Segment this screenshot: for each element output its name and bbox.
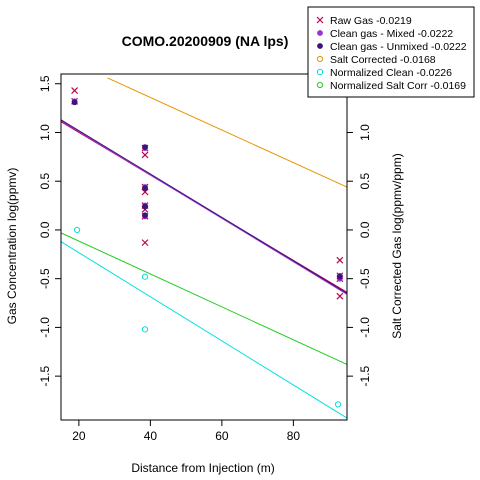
legend-label-4: Salt Corrected -0.0168 (330, 54, 436, 66)
legend-marker-6 (316, 81, 324, 89)
legend-marker-1 (316, 16, 324, 24)
y2-tick-label: 0.0 (358, 221, 372, 238)
data-point-s3-1 (71, 99, 78, 106)
y2-tick-label: -1.5 (358, 365, 372, 386)
x-axis: 20 40 60 80 (72, 420, 300, 443)
y-tick-label: -1.5 (38, 365, 52, 386)
x-tick-label: 80 (287, 429, 301, 443)
y-axis-label: Gas Concentration log(ppmv) (5, 168, 19, 325)
data-point-s5-3 (141, 326, 149, 333)
data-point-s1-10 (141, 239, 149, 247)
legend-label-1: Raw Gas -0.0219 (330, 15, 412, 27)
legend-label-5: Normalized Clean -0.0226 (330, 67, 452, 79)
plot-frame (60, 73, 348, 421)
legend-marker-5 (316, 68, 324, 76)
y-tick-label: 1.5 (38, 75, 52, 92)
legend-marker-4 (316, 55, 324, 63)
data-point-s3-5 (142, 212, 148, 219)
data-point-s3-4 (142, 203, 148, 210)
data-point-s1-4-stroke-b (141, 151, 149, 159)
y2-axis-label: Salt Corrected Gas log(ppmv/ppm) (390, 153, 404, 338)
legend-marker-2 (317, 30, 323, 36)
data-point-s1-14-stroke-b (336, 292, 344, 300)
x-axis-label: Distance from Injection (m) (131, 461, 274, 475)
data-point-s5-1 (73, 226, 81, 234)
data-point-s1-4 (141, 151, 149, 159)
y-tick-label: -0.5 (38, 268, 52, 289)
chart-title: COMO.20200909 (NA lps) (122, 33, 289, 49)
legend-marker-3 (317, 43, 323, 49)
legend-marker-1-stroke-b (316, 16, 324, 24)
regression-line-5 (60, 241, 348, 419)
y-tick-label: 1.0 (38, 124, 52, 141)
regression-line-2 (60, 120, 348, 295)
regression-line-3 (60, 119, 348, 294)
regression-line-4 (107, 77, 348, 188)
x-tick-label: 20 (72, 429, 86, 443)
data-point-s3-2 (142, 144, 148, 150)
y2-tick-label: 0.5 (358, 173, 372, 190)
data-point-s1-11-stroke-b (336, 256, 344, 264)
y2-tick-label: -0.5 (358, 268, 372, 289)
data-point-s5-2 (141, 273, 149, 280)
y-tick-label: -1.0 (38, 317, 52, 338)
legend-box (307, 6, 475, 98)
y-axis-left: -1.5 -1.0 -0.5 0.0 0.5 1.0 1.5 (38, 75, 61, 386)
x-tick-label: 40 (144, 429, 158, 443)
y2-tick-label: -1.0 (358, 317, 372, 338)
y-tick-label: 0.0 (38, 221, 52, 238)
data-point-s1-11 (336, 256, 344, 264)
data-point-s1-14 (336, 292, 344, 300)
y2-tick-label: 1.0 (358, 124, 372, 141)
y-tick-label: 0.5 (38, 173, 52, 190)
data-point-s3-6 (336, 273, 343, 280)
data-point-s1-1-stroke-b (71, 87, 79, 94)
legend-label-3: Clean gas - Unmixed -0.0222 (330, 41, 467, 53)
data-points (71, 87, 344, 408)
legend-label-6: Normalized Salt Corr -0.0169 (330, 80, 466, 92)
regression-line-6 (60, 232, 348, 365)
regression-lines (60, 77, 348, 419)
legend-label-2: Clean gas - Mixed -0.0222 (330, 28, 453, 40)
x-tick-label: 60 (215, 429, 229, 443)
data-point-s3-3 (142, 185, 148, 191)
data-point-s1-10-stroke-b (141, 239, 149, 247)
data-point-s1-1 (71, 87, 79, 94)
data-point-s5-4 (334, 401, 342, 408)
